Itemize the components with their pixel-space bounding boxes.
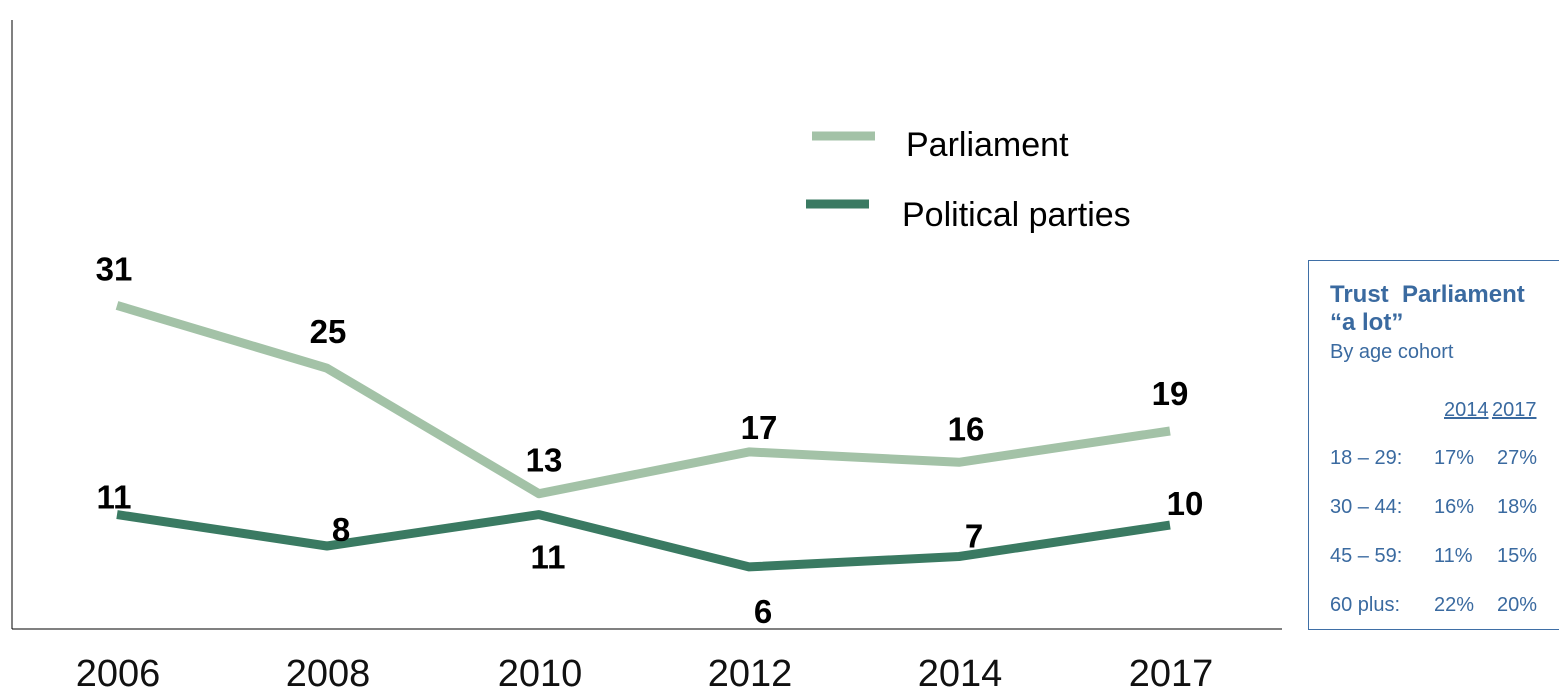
legend-label-parliament: Parliament (906, 126, 1069, 164)
panel-row-label: 30 – 44: (1330, 496, 1403, 518)
panel-row-label: 60 plus: (1330, 594, 1401, 616)
series-line-political-parties (116, 510, 1171, 572)
x-tick-label: 2010 (498, 653, 583, 694)
panel-row-value-2014: 16% (1434, 496, 1475, 518)
data-label: 7 (965, 517, 983, 554)
panel-row-value-2017: 15% (1497, 545, 1538, 567)
data-label: 31 (96, 250, 133, 287)
x-tick-label: 2012 (708, 653, 793, 694)
series-lines (115, 301, 1171, 572)
data-label: 25 (310, 313, 347, 350)
panel-subtitle: By age cohort (1330, 341, 1454, 363)
panel-title-line1: Trust Parliament (1330, 281, 1525, 308)
panel-row-value-2014: 11% (1434, 545, 1473, 567)
panel-row-value-2017: 18% (1497, 496, 1538, 518)
data-label: 6 (754, 593, 772, 630)
data-labels: 31 25 13 17 16 19 11 8 11 6 7 10 (96, 250, 1204, 630)
panel-row-value-2014: 22% (1434, 594, 1475, 616)
data-label: 11 (97, 479, 132, 516)
x-tick-label: 2006 (76, 653, 161, 694)
age-cohort-panel: Trust Parliament “a lot” By age cohort 2… (1308, 260, 1559, 630)
panel-row-value-2017: 27% (1497, 447, 1538, 469)
panel-row-value-2017: 20% (1497, 594, 1538, 616)
panel-row-value-2014: 17% (1434, 447, 1475, 469)
panel-row-label: 45 – 59: (1330, 545, 1403, 567)
data-label: 19 (1152, 375, 1189, 412)
data-label: 17 (741, 409, 778, 446)
series-line-parliament (115, 301, 1171, 499)
x-tick-label: 2014 (918, 653, 1003, 694)
panel-title-line2: “a lot” (1330, 309, 1404, 336)
data-label: 16 (948, 410, 985, 447)
x-tick-label: 2008 (286, 653, 371, 694)
legend: Parliament Political parties (806, 126, 1131, 234)
panel-header-2017: 2017 (1492, 399, 1537, 421)
panel-row-label: 18 – 29: (1330, 447, 1403, 469)
data-label: 13 (526, 442, 563, 479)
x-axis-ticks: 2006 2008 2010 2012 2014 2017 (76, 653, 1214, 694)
panel-header-2014: 2014 (1444, 399, 1489, 421)
x-tick-label: 2017 (1129, 653, 1214, 694)
data-label: 8 (332, 511, 350, 548)
legend-label-political-parties: Political parties (902, 196, 1131, 234)
data-label: 10 (1167, 485, 1204, 522)
data-label: 11 (531, 539, 566, 576)
